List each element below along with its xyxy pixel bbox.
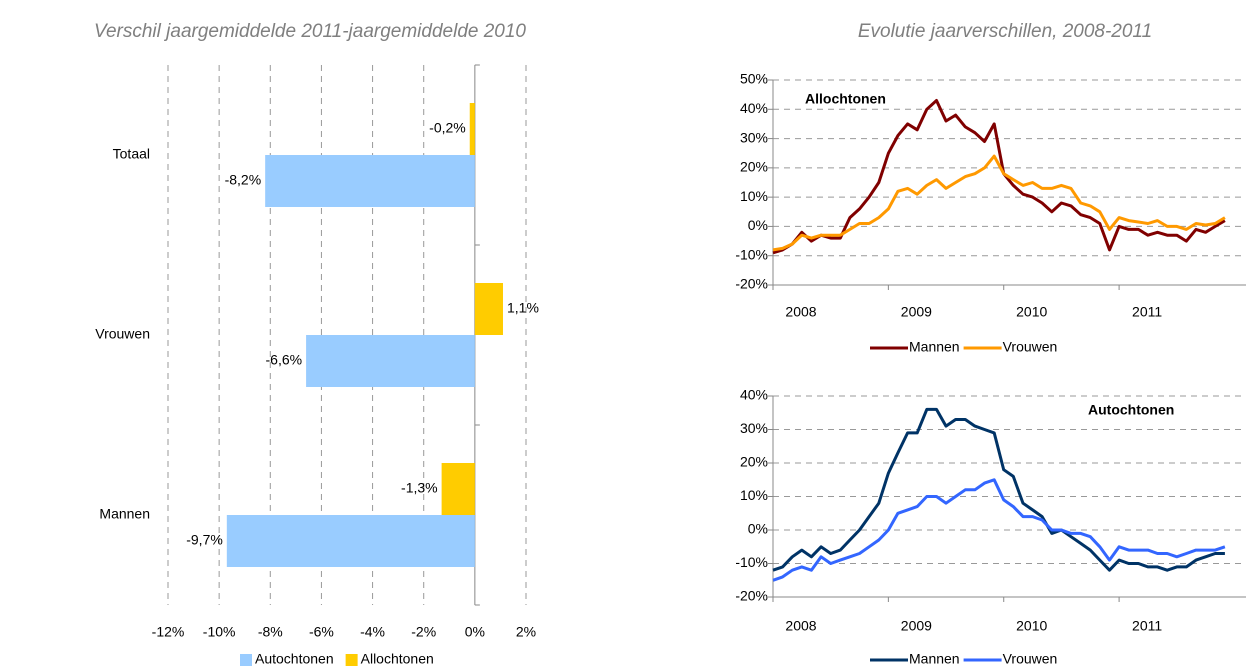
y-tick-label: Mannen — [99, 506, 150, 522]
bar — [226, 515, 475, 567]
legend-label: Mannen — [909, 339, 960, 355]
y-tick-label: Vrouwen — [95, 326, 150, 342]
bar — [441, 463, 475, 515]
annotation: Autochtonen — [1088, 402, 1174, 418]
value-label: -8,2% — [225, 172, 262, 188]
x-tick-label: 2010 — [1016, 304, 1047, 320]
y-tick-label: 0% — [748, 521, 768, 537]
y-tick-label: 20% — [740, 454, 768, 470]
x-tick-label: 2009 — [901, 304, 932, 320]
value-label: -1,3% — [401, 480, 438, 496]
x-tick-label: -12% — [152, 624, 185, 640]
value-label: -6,6% — [266, 352, 303, 368]
x-tick-label: 2011 — [1132, 304, 1162, 320]
x-tick-label: 2008 — [785, 304, 816, 320]
y-tick-label: -10% — [735, 246, 768, 262]
legend-label: Vrouwen — [1003, 651, 1058, 667]
chart-title: Evolutie jaarverschillen, 2008-2011 — [858, 21, 1152, 42]
legend-label: Allochtonen — [361, 651, 434, 667]
line — [772, 99, 1226, 255]
y-tick-label: 40% — [740, 387, 768, 403]
x-tick-label: 2011 — [1132, 618, 1162, 634]
value-label: -0,2% — [429, 120, 466, 136]
y-tick-label: 0% — [748, 217, 768, 233]
line — [772, 407, 1225, 572]
y-tick-label: 30% — [740, 420, 768, 436]
y-tick-label: 10% — [740, 188, 768, 204]
legend-label: Vrouwen — [1003, 339, 1058, 355]
x-tick-label: 2% — [516, 624, 536, 640]
y-tick-label: 10% — [740, 487, 768, 503]
bar — [265, 155, 475, 207]
y-tick-label: Totaal — [113, 146, 150, 162]
value-label: 1,1% — [507, 300, 539, 316]
x-tick-label: -2% — [411, 624, 436, 640]
x-tick-label: 2010 — [1016, 618, 1047, 634]
bar — [306, 335, 475, 387]
chart-title: Verschil jaargemiddelde 2011-jaargemidde… — [94, 21, 526, 42]
line — [772, 478, 1226, 582]
annotation: Allochtonen — [805, 91, 886, 107]
x-tick-label: 2008 — [785, 618, 816, 634]
y-tick-label: -10% — [735, 554, 768, 570]
bar — [469, 103, 475, 155]
y-tick-label: -20% — [735, 588, 768, 604]
y-tick-label: 20% — [740, 159, 768, 175]
legend-swatch — [345, 654, 358, 666]
value-label: -9,7% — [186, 532, 223, 548]
y-tick-label: 30% — [740, 129, 768, 145]
x-tick-label: -10% — [203, 624, 236, 640]
legend-label: Autochtonen — [255, 651, 334, 667]
x-tick-label: -4% — [360, 624, 385, 640]
y-tick-label: 50% — [740, 71, 768, 87]
x-tick-label: 2009 — [901, 618, 932, 634]
y-tick-label: -20% — [735, 276, 768, 292]
x-tick-label: 0% — [465, 624, 485, 640]
legend-label: Mannen — [909, 651, 960, 667]
line — [772, 154, 1226, 252]
bar — [474, 283, 503, 335]
legend-swatch — [240, 654, 252, 666]
x-tick-label: -8% — [258, 624, 283, 640]
x-tick-label: -6% — [309, 624, 334, 640]
y-tick-label: 40% — [740, 100, 768, 116]
